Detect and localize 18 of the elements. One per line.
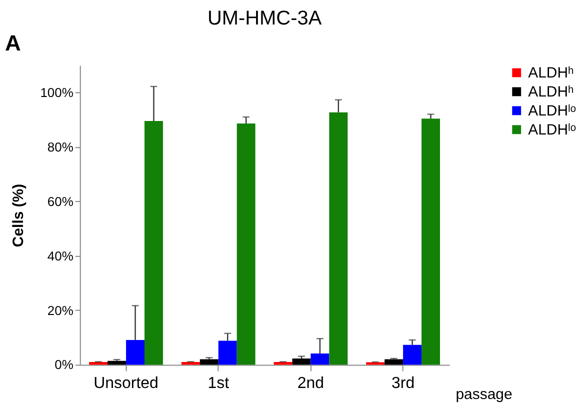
- y-tick-label: 0%: [54, 357, 74, 372]
- x-tick-label: 2nd: [297, 375, 324, 392]
- x-tick-label: 3rd: [392, 375, 415, 392]
- y-tick-label: 20%: [47, 302, 74, 318]
- chart-title: UM-HMC-3A: [207, 7, 322, 30]
- y-tick-label: 80%: [47, 139, 74, 154]
- legend-label: ALDHʰ: [528, 84, 574, 101]
- text: A: [4, 30, 21, 56]
- y-tick-label: 100%: [40, 84, 74, 100]
- y-tick-label: 60%: [47, 194, 74, 209]
- x-tick-label: Unsorted: [94, 375, 158, 392]
- legend-label: ALDHˡᵒ: [528, 122, 576, 139]
- legend-label: ALDHʰ: [528, 64, 574, 82]
- y-tick-label: 40%: [47, 248, 74, 264]
- x-axis-title: passage: [456, 386, 512, 404]
- legend-label: ALDHˡᵒ: [528, 102, 576, 120]
- y-axis-title: Cells (%): [10, 184, 28, 248]
- x-tick-label: 1st: [208, 375, 230, 392]
